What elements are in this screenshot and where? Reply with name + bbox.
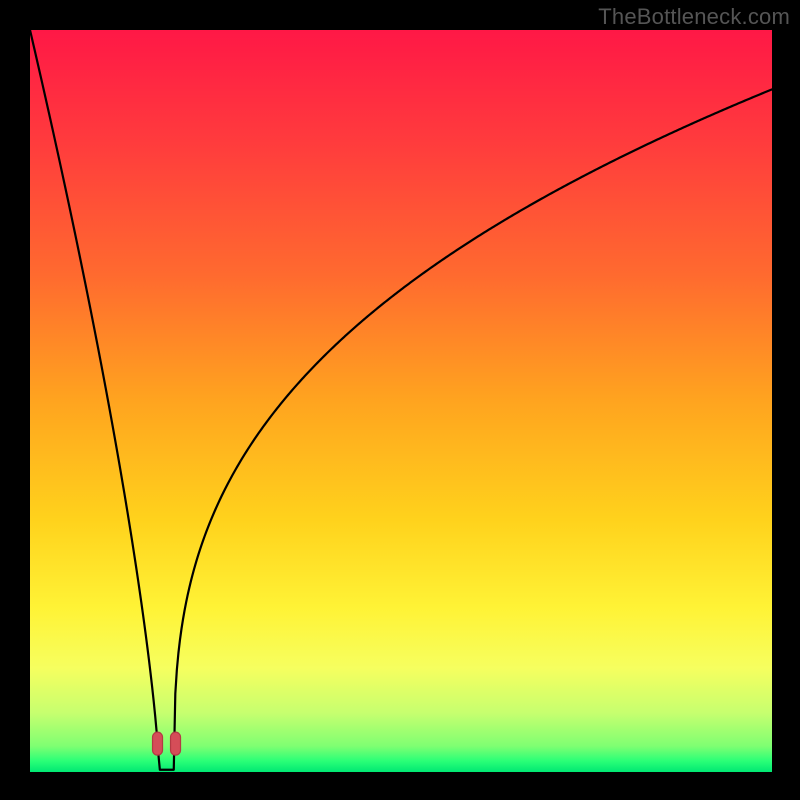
plot-gradient-background [30, 30, 772, 772]
bottleneck-chart [0, 0, 800, 800]
valley-marker-u-2 [171, 732, 181, 755]
watermark-text: TheBottleneck.com [598, 4, 790, 30]
valley-marker-u-1 [153, 732, 163, 755]
chart-stage: TheBottleneck.com [0, 0, 800, 800]
